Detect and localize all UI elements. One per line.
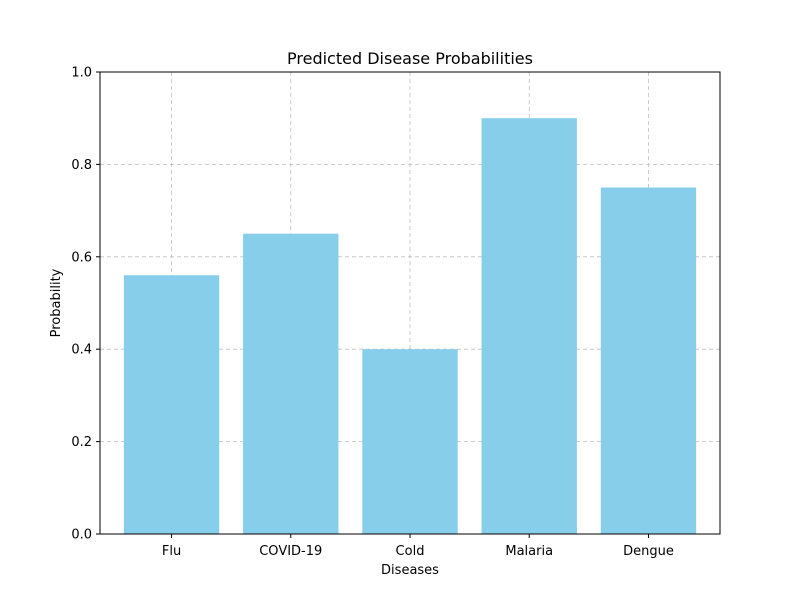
bar-flu	[123, 275, 220, 534]
y-axis-ticks: 0.0 0.2 0.4 0.6 0.8 1.0	[71, 66, 100, 543]
x-tick-label: Malaria	[505, 544, 553, 559]
x-tick-label: Dengue	[623, 544, 674, 559]
bar-dengue	[600, 187, 697, 534]
x-tick-label: Cold	[396, 544, 425, 559]
y-tick-label: 0.8	[71, 158, 92, 173]
chart-title: Predicted Disease Probabilities	[287, 49, 533, 68]
bars	[123, 118, 697, 534]
y-tick-label: 0.0	[71, 528, 92, 543]
y-tick-label: 0.4	[71, 343, 92, 358]
bar-cold	[362, 349, 458, 534]
bar-malaria	[481, 118, 577, 534]
y-tick-label: 1.0	[71, 66, 92, 81]
y-tick-label: 0.2	[71, 435, 92, 450]
x-axis-label: Diseases	[381, 563, 439, 578]
x-tick-label: Flu	[162, 544, 181, 559]
y-tick-label: 0.6	[71, 250, 92, 265]
y-axis-label: Probability	[49, 268, 64, 337]
bar-covid-19	[243, 233, 339, 534]
x-tick-label: COVID-19	[259, 544, 322, 559]
x-axis-ticks: Flu COVID-19 Cold Malaria Dengue	[162, 534, 674, 559]
